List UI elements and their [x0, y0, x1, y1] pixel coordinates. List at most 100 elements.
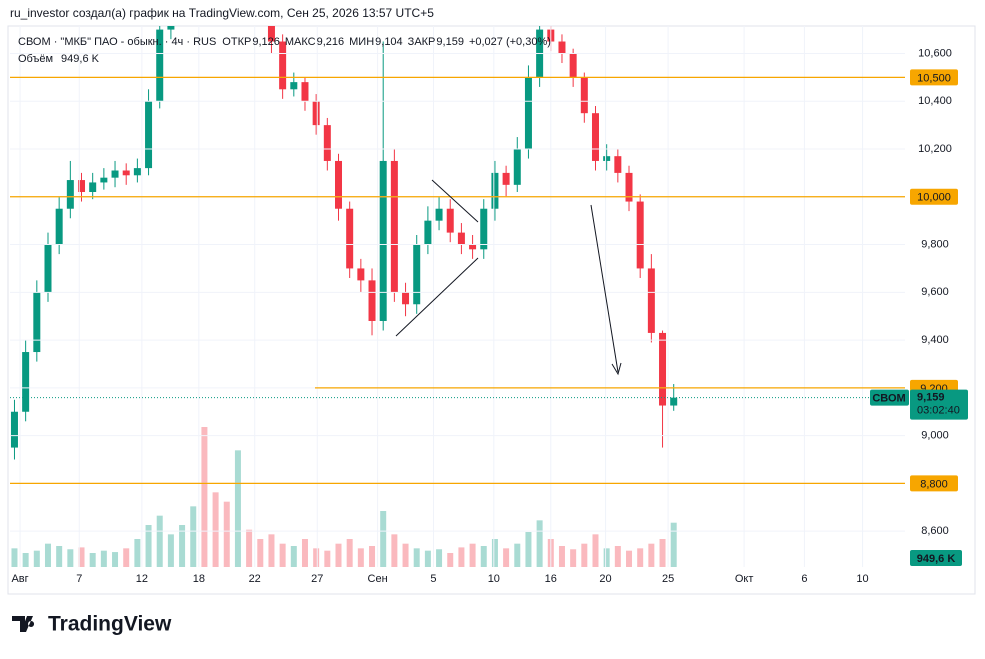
volume-bar: [413, 548, 420, 567]
volume-bar: [592, 534, 599, 567]
volume-bar: [626, 550, 633, 567]
legend-value: 9,159: [436, 36, 464, 48]
volume-bar: [78, 547, 85, 567]
candle-body: [167, 26, 175, 30]
candle-body: [390, 160, 398, 293]
y-tick-label: 9,600: [921, 286, 949, 298]
plot: [10, 0, 905, 567]
candle-body: [357, 268, 365, 281]
candle-body: [491, 172, 499, 209]
legend-value: 9,126: [252, 36, 280, 48]
volume-bar: [436, 549, 443, 567]
arrow-head: [611, 362, 622, 376]
candle-body: [133, 168, 141, 176]
candle-body: [502, 172, 510, 185]
volume-bar: [391, 534, 398, 567]
volume-bar: [491, 539, 498, 567]
volume-bar: [167, 534, 174, 567]
volume-bar: [614, 546, 621, 567]
y-tick-label: 9,800: [921, 238, 949, 250]
candle-body: [379, 160, 387, 321]
candle-body: [78, 180, 86, 193]
x-tick-label: 6: [801, 573, 807, 585]
x-tick-label: 10: [856, 573, 868, 585]
candle-body: [469, 244, 477, 250]
candle-body: [290, 82, 298, 90]
volume-bar: [447, 553, 454, 567]
y-tick-label: 10,200: [918, 143, 952, 155]
candle-body: [435, 208, 443, 221]
legend-value: 9,216: [317, 36, 345, 48]
candle-body: [402, 292, 410, 305]
volume-bar: [156, 515, 163, 567]
x-tick-label: 27: [311, 573, 323, 585]
volume-bar: [56, 546, 63, 567]
candle-body: [33, 292, 41, 353]
y-tick-label: 9,400: [921, 334, 949, 346]
legend-change: +0,027 (+0,30%): [469, 36, 551, 48]
candle-body: [89, 182, 97, 193]
x-tick-label: 7: [76, 573, 82, 585]
candle-body: [312, 101, 320, 126]
x-tick-label: Сен: [368, 573, 388, 585]
volume-bar: [369, 546, 376, 567]
x-tick-label: 25: [662, 573, 674, 585]
candle-body: [413, 244, 421, 305]
volume-bar: [480, 546, 487, 567]
arrow: [590, 204, 619, 373]
volume-bar: [603, 548, 610, 567]
candle-body: [614, 156, 622, 173]
candle-body: [122, 170, 130, 176]
candle-body: [603, 156, 611, 161]
volume-bar: [190, 506, 197, 567]
volume-bar: [100, 550, 107, 567]
candle-body: [10, 411, 18, 448]
volume-bar: [279, 543, 286, 567]
volume-bar: [357, 548, 364, 567]
candle-body: [257, 0, 264, 6]
volume-tag: [910, 550, 962, 566]
x-tick-label: Авг: [11, 573, 28, 585]
candle-body: [267, 26, 275, 42]
volume-bar: [313, 548, 320, 567]
legend-volume-label: Объём: [18, 53, 53, 65]
legend-key: ЗАКР: [408, 36, 436, 48]
volume-bar: [380, 511, 387, 567]
x-tick-label: 10: [488, 573, 500, 585]
level-tag: [910, 69, 958, 86]
legend-volume-value: 949,6 K: [61, 53, 100, 65]
volume-bar: [134, 539, 141, 567]
candle-body: [145, 101, 153, 169]
legend-value: 9,104: [375, 36, 403, 48]
volume-bar: [22, 553, 29, 567]
x-tick-label: 16: [545, 573, 557, 585]
volume-bar: [33, 550, 40, 567]
legend: СВОМ · "МКБ" ПАО - обыкн. · 4ч · RUS ОТКР…: [18, 36, 551, 65]
candle-body: [424, 220, 432, 245]
volume-bar: [637, 548, 644, 567]
volume-bar: [145, 525, 152, 567]
series: [10, 0, 678, 567]
volume-bar: [458, 547, 465, 567]
volume-bar: [257, 539, 264, 567]
level-label: 10,000: [917, 192, 951, 204]
volume-bar: [659, 539, 666, 567]
volume-bar: [201, 427, 208, 567]
candle-body: [279, 41, 287, 90]
chart-frame: [7, 25, 976, 595]
price-label: 9,159: [917, 392, 945, 404]
volume-bar: [670, 522, 677, 567]
volume-bar: [112, 552, 119, 567]
volume-bar: [268, 534, 275, 567]
candle-body: [22, 352, 30, 412]
volume-bar: [581, 543, 588, 567]
candle-body: [346, 208, 354, 269]
legend-symbol: СВОМ · "МКБ" ПАО - обыкн. · 4ч · RUS: [18, 36, 216, 48]
candle-body: [625, 172, 633, 202]
candle-body: [636, 201, 644, 269]
trend-line: [395, 257, 479, 337]
candle-body: [323, 125, 331, 161]
candle-body: [558, 41, 566, 54]
